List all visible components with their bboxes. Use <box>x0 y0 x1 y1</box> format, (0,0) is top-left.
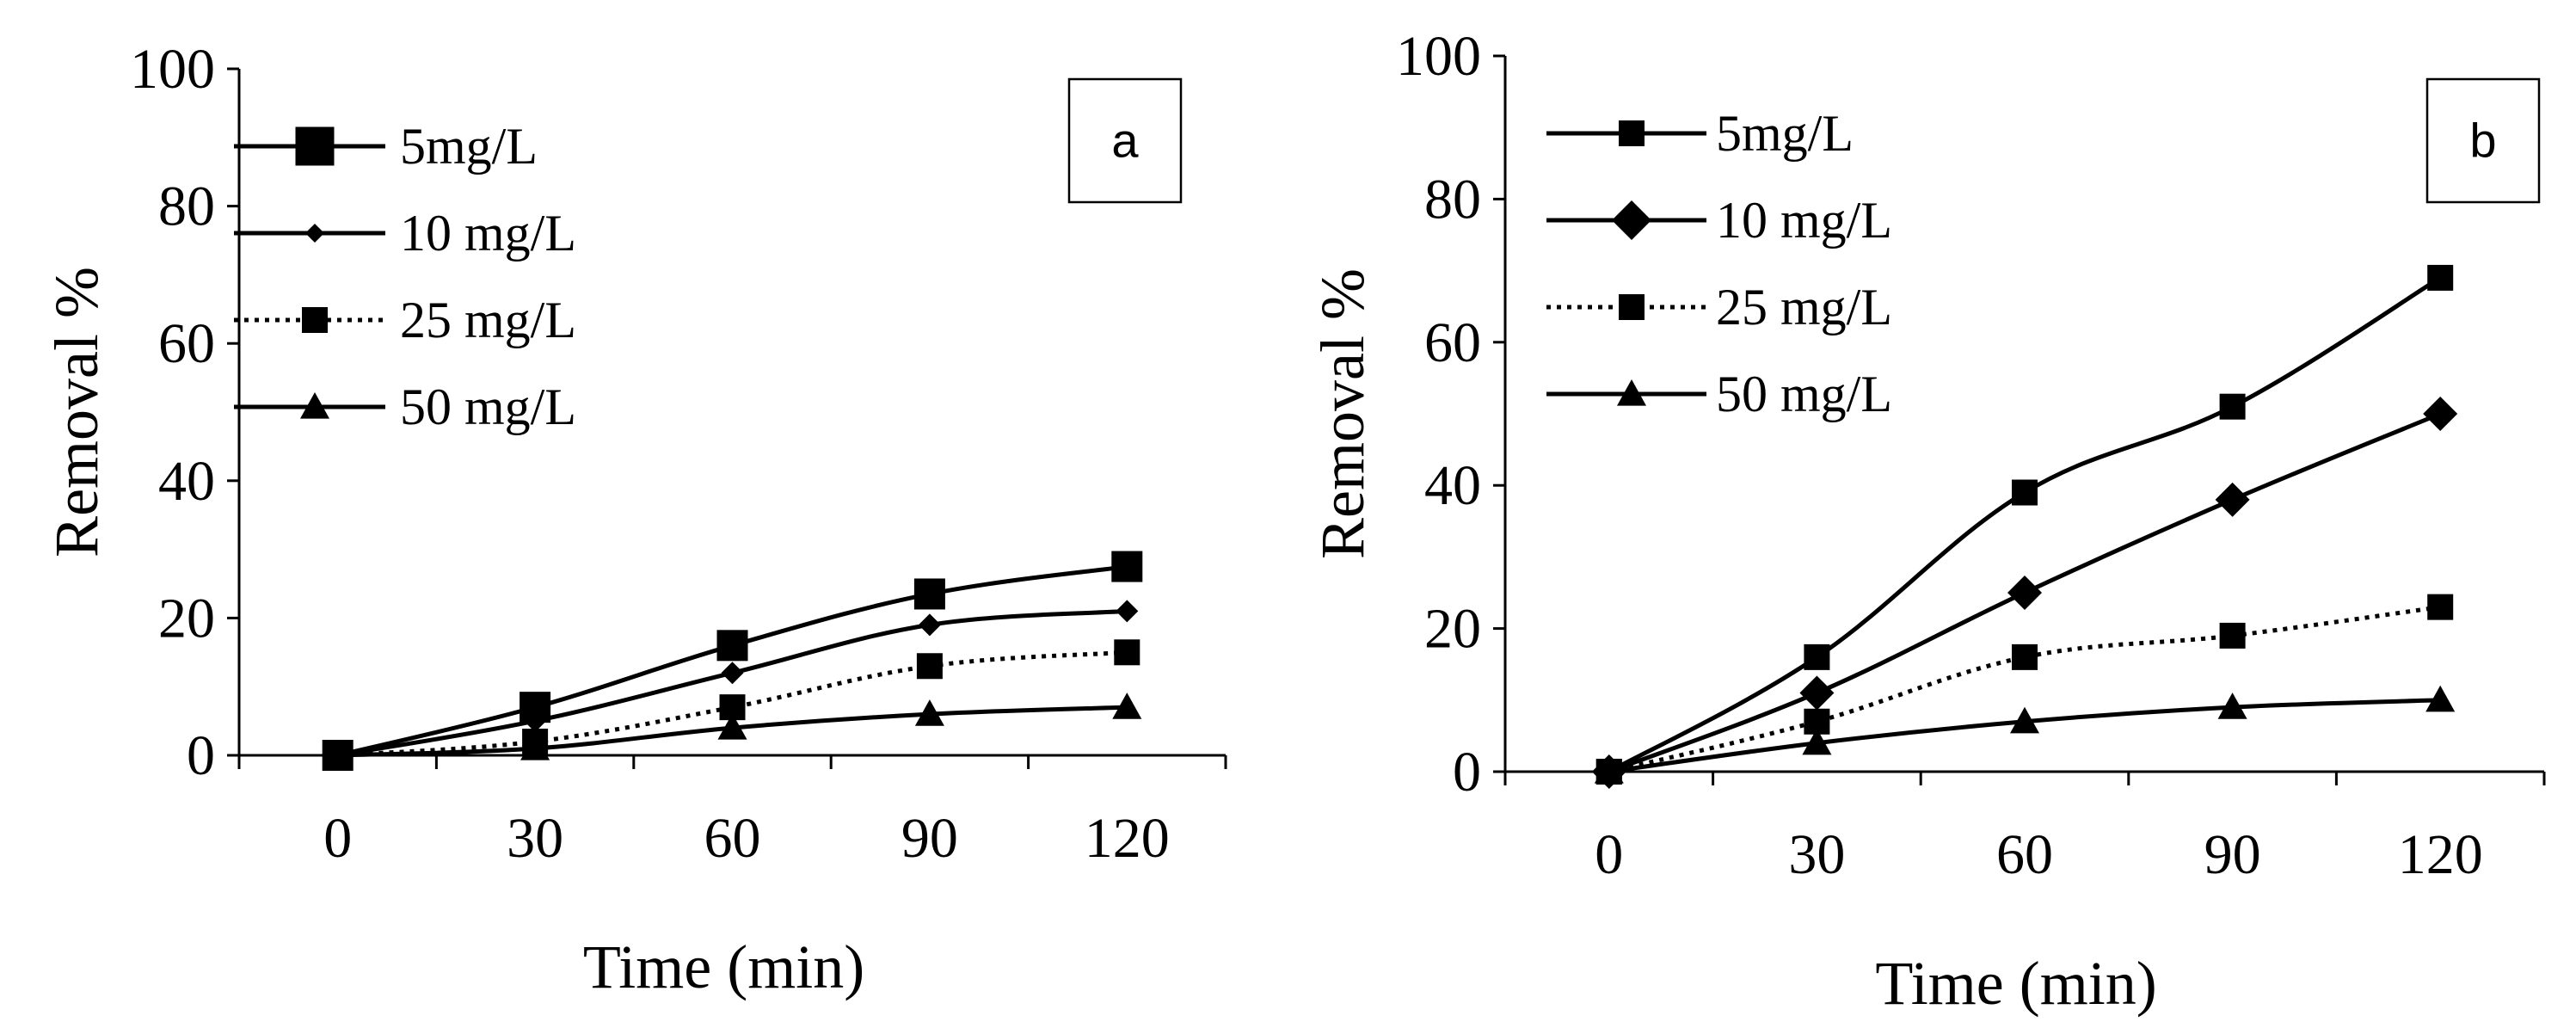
y-tick-label: 80 <box>1424 168 1481 231</box>
data-point <box>1112 693 1142 719</box>
x-tick-label: 30 <box>1788 823 1845 886</box>
y-tick-label: 60 <box>1424 311 1481 374</box>
data-point <box>2215 482 2250 517</box>
data-point <box>2219 393 2246 420</box>
series-50-mg-l <box>1594 685 2456 784</box>
series-50-mg-l <box>323 693 1142 767</box>
panel-label-box <box>2425 77 2541 204</box>
chart-panel-a: 0 20 40 60 80 100 0 30 60 90 120 Time (min) Removal … <box>42 38 1227 1001</box>
legend-marker <box>1619 294 1645 320</box>
data-point <box>721 662 744 685</box>
legend-marker <box>302 307 328 333</box>
data-point <box>1111 551 1143 582</box>
legend-item: 10 mg/L <box>1546 192 1892 249</box>
legend-label: 25 mg/L <box>400 292 576 348</box>
x-tick-label: 120 <box>1085 807 1170 870</box>
legend-marker <box>300 392 329 419</box>
series-10-mg-l <box>326 600 1139 766</box>
legend-label: 50 mg/L <box>1716 366 1892 422</box>
data-point <box>2427 264 2454 291</box>
data-point <box>323 741 353 767</box>
y-tick-label: 100 <box>1396 25 1481 88</box>
data-point <box>1594 757 1624 784</box>
series-line <box>1608 605 2441 774</box>
legend-marker <box>1617 379 1646 406</box>
x-tick-label: 0 <box>1595 823 1623 886</box>
data-point <box>2010 706 2039 734</box>
data-point <box>1116 600 1139 623</box>
y-tick-label: 20 <box>158 587 215 650</box>
legend-label: 10 mg/L <box>400 205 576 262</box>
data-point <box>918 613 941 637</box>
series-line <box>1608 275 2442 774</box>
chart-panel-b: 0 20 40 60 80 100 0 30 60 90 120 Time (min) Removal … <box>1308 25 2546 1018</box>
data-point <box>916 653 943 680</box>
legend-item: 25 mg/L <box>234 292 576 348</box>
x-tick-label: 90 <box>901 807 958 870</box>
data-point <box>520 734 550 760</box>
data-point <box>717 713 747 740</box>
data-point <box>2012 479 2038 506</box>
data-point <box>2425 685 2456 712</box>
y-tick-label: 20 <box>1424 598 1481 661</box>
legend-label: 5mg/L <box>1716 105 1854 162</box>
legend-item: 50 mg/L <box>1546 366 1892 422</box>
legend-item: 5mg/L <box>234 118 538 175</box>
legend-item: 5mg/L <box>1546 105 1854 162</box>
y-tick-label: 40 <box>1424 454 1481 517</box>
x-tick-label: 60 <box>704 807 761 870</box>
y-axis-title: Removal % <box>1308 268 1377 559</box>
data-point <box>716 630 748 662</box>
data-point <box>2427 594 2454 620</box>
data-point <box>913 578 945 610</box>
panel-label: b <box>2469 114 2496 168</box>
legend-label: 10 mg/L <box>1716 192 1892 249</box>
legend-item: 50 mg/L <box>234 379 576 435</box>
legend-marker <box>1612 200 1651 240</box>
legend-item: 25 mg/L <box>1546 279 1892 336</box>
data-point <box>2012 643 2038 670</box>
data-point <box>1804 643 1830 670</box>
legend-item: 10 mg/L <box>234 205 576 262</box>
y-tick-label: 60 <box>158 312 215 375</box>
data-point <box>914 699 944 726</box>
y-tick-label: 80 <box>158 175 215 238</box>
series-5mg-l <box>1595 264 2454 785</box>
panel-label: a <box>1111 114 1139 168</box>
data-point <box>1799 675 1835 711</box>
legend-label: 5mg/L <box>400 118 538 175</box>
legend-marker <box>295 126 335 166</box>
x-tick-label: 60 <box>1996 823 2053 886</box>
panel-label-box <box>1067 77 1183 204</box>
x-tick-label: 120 <box>2398 823 2483 886</box>
legend-label: 25 mg/L <box>1716 279 1892 336</box>
x-axis-title: Time (min) <box>1875 949 2156 1018</box>
data-point <box>524 710 547 733</box>
x-tick-label: 30 <box>507 807 563 870</box>
series-line <box>337 650 1128 758</box>
x-tick-label: 0 <box>323 807 352 870</box>
x-axis-title: Time (min) <box>583 933 864 1001</box>
y-tick-label: 0 <box>187 724 215 787</box>
x-tick-label: 90 <box>2204 823 2261 886</box>
data-point <box>2423 397 2458 431</box>
data-point <box>2217 693 2247 719</box>
data-point <box>1114 639 1140 666</box>
y-axis-title: Removal % <box>42 267 111 557</box>
legend-marker <box>304 223 325 243</box>
y-tick-label: 40 <box>158 450 215 513</box>
y-tick-label: 0 <box>1453 741 1481 803</box>
legend-marker <box>1619 120 1645 146</box>
data-point <box>2007 576 2042 610</box>
data-point <box>2219 622 2246 649</box>
y-tick-label: 100 <box>130 38 215 101</box>
data-point <box>1802 728 1832 755</box>
legend-label: 50 mg/L <box>400 379 576 435</box>
